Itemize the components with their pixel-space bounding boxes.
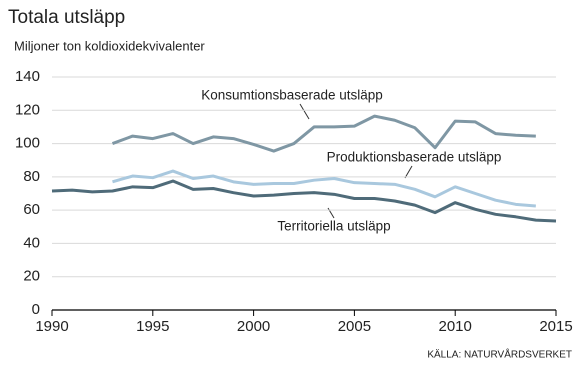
series-line xyxy=(112,169,536,208)
source: KÄLLA: NATURVÅRDSVERKET xyxy=(427,348,572,361)
x-tick-label: 2005 xyxy=(338,318,371,335)
series-line xyxy=(51,179,557,223)
chart-subtitle: Miljoner ton koldioxidekvivalenter xyxy=(14,38,205,53)
series-label: Konsumtionsbaserade utsläpp xyxy=(201,88,383,103)
y-tick-label: 40 xyxy=(23,234,40,251)
series-label: Produktionsbaserade utsläpp xyxy=(327,150,502,165)
y-tick-label: 100 xyxy=(15,135,40,152)
chart-title: Totala utsläpp xyxy=(8,7,125,28)
x-tick-label: 1990 xyxy=(35,318,68,335)
leader-line xyxy=(327,207,335,219)
y-tick-label: 20 xyxy=(23,268,40,285)
y-tick-label: 120 xyxy=(15,101,40,118)
y-tick-label: 0 xyxy=(32,301,40,318)
y-tick-label: 60 xyxy=(23,201,40,218)
y-tick-label: 140 xyxy=(15,68,40,85)
x-tick-label: 2010 xyxy=(439,318,472,335)
x-tick-label: 1995 xyxy=(136,318,169,335)
leader-line xyxy=(404,165,413,179)
y-tick-label: 80 xyxy=(23,168,40,185)
series-line xyxy=(111,114,536,153)
leader-line xyxy=(299,103,310,120)
x-tick-label: 2000 xyxy=(237,318,270,335)
x-tick-label: 2015 xyxy=(539,318,572,335)
series-label: Territoriella utsläpp xyxy=(277,219,390,234)
